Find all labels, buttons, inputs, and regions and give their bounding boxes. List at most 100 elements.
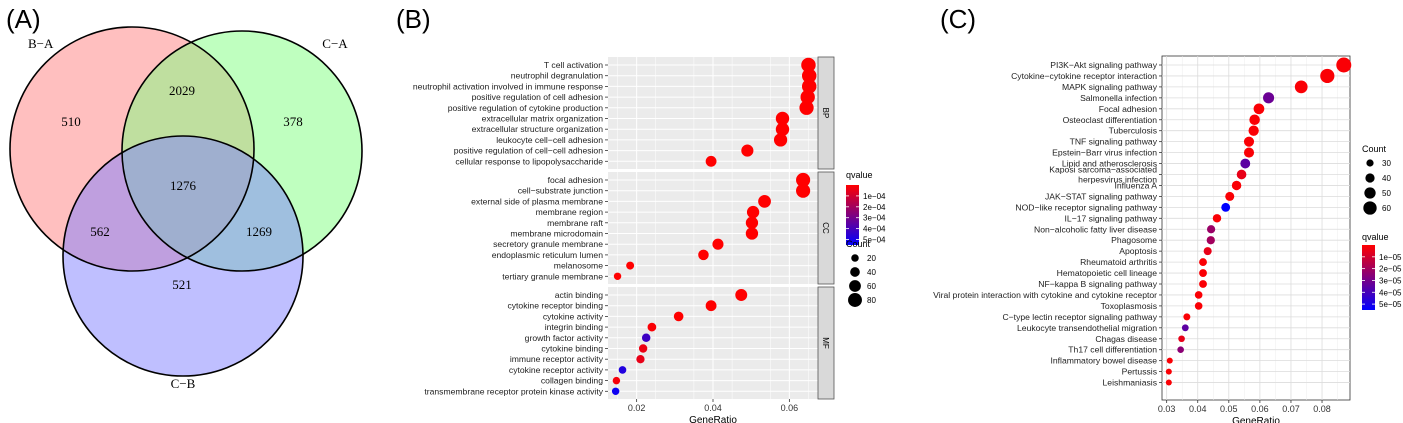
term-dot [801, 57, 816, 73]
venn-outline-c-b [62, 135, 304, 377]
term-dot [796, 172, 811, 188]
colorbar-tick-label: 2e−05 [1379, 265, 1402, 274]
facet-strip-label: BP [821, 108, 830, 119]
term-label: membrane region [536, 207, 604, 217]
term-dot [1177, 346, 1184, 354]
term-label: NF−kappa B signaling pathway [1038, 279, 1157, 289]
term-label: extracellular structure organization [472, 124, 604, 134]
term-dot [775, 122, 790, 136]
facet-strip-label: MF [821, 337, 830, 349]
venn-panel: (A) B−A C−A C−B 510 378 521 2029 562 126… [6, 4, 363, 391]
venn-outline-b-a [9, 26, 255, 272]
term-label: C−type lectin receptor signaling pathway [1002, 312, 1157, 322]
x-tick-label: 0.05 [1220, 404, 1238, 414]
facet-strip [817, 171, 835, 285]
term-dot [1240, 158, 1251, 169]
size-legend-dot [850, 267, 860, 277]
x-tick-label: 0.03 [1158, 404, 1176, 414]
colorbar-tick-label: 5e−05 [1379, 300, 1402, 309]
term-label: extracellular matrix organization [482, 114, 604, 124]
term-label: Pertussis [1122, 367, 1157, 377]
x-tick-label: 0.04 [704, 403, 722, 413]
term-dot [626, 261, 635, 270]
size-legend-dot [1366, 159, 1374, 167]
term-label: cytokine receptor activity [509, 365, 604, 375]
term-label: Kaposi sarcoma−associated herpesvirus inf… [1049, 165, 1157, 185]
term-dot [1165, 368, 1172, 375]
term-label: Lipid and atherosclerosis [1062, 159, 1157, 169]
term-label: leukocyte cell−cell adhesion [496, 135, 603, 145]
venn-region-c-a-c-b: 1269 [246, 224, 272, 239]
venn-outline-c-a [121, 30, 363, 272]
term-dot [1203, 247, 1212, 256]
term-dot [1199, 258, 1207, 267]
venn-set-label-c-b: C−B [171, 376, 196, 391]
size-legend-dot [851, 254, 859, 262]
term-label: T cell activation [544, 60, 603, 70]
size-legend-dot [1363, 201, 1377, 215]
term-label: actin binding [555, 290, 603, 300]
term-dot [758, 195, 771, 208]
colorbar-tick-label: 5e−04 [863, 236, 886, 245]
size-legend-label: 80 [867, 296, 876, 305]
panel-label-c: (C) [940, 4, 976, 34]
term-label: external side of plasma membrane [471, 196, 603, 206]
term-dot [613, 272, 622, 281]
term-dot [1320, 68, 1335, 84]
term-dot [745, 216, 759, 229]
panel-label-b: (B) [396, 4, 431, 34]
term-dot [712, 238, 724, 250]
term-dot [1253, 103, 1265, 115]
size-legend-title: Count [846, 239, 871, 249]
term-dot [647, 322, 657, 332]
x-axis-label: GeneRatio [689, 415, 737, 423]
colorbar-tick-label: 3e−04 [863, 214, 886, 223]
term-dot [1206, 225, 1216, 234]
term-dot [1183, 313, 1191, 321]
term-dot [1263, 92, 1275, 104]
x-tick-label: 0.02 [628, 403, 646, 413]
term-label: integrin binding [545, 322, 604, 332]
term-label: membrane microdomain [510, 229, 603, 239]
term-label: Focal adhesion [1099, 104, 1158, 114]
venn-set-label-c-a: C−A [322, 36, 348, 51]
color-legend-title: qvalue [846, 170, 873, 180]
term-dot [1294, 80, 1308, 94]
term-dot [1236, 169, 1247, 180]
term-dot [638, 344, 648, 353]
term-label: JAK−STAT signaling pathway [1045, 191, 1158, 201]
term-label: collagen binding [541, 376, 603, 386]
term-label: cytokine activity [543, 311, 604, 321]
qvalue-colorbar [846, 185, 859, 245]
term-dot [705, 300, 717, 312]
term-label: Leukocyte transendothelial migration [1017, 323, 1157, 333]
size-legend-label: 50 [1382, 189, 1391, 198]
term-label: neutrophil degranulation [511, 71, 603, 81]
term-label: Phagosome [1111, 235, 1157, 245]
term-dot [1225, 191, 1235, 201]
term-label: immune receptor activity [510, 354, 604, 364]
colorbar-tick-label: 4e−05 [1379, 288, 1402, 297]
term-dot [612, 376, 621, 385]
venn-region-b-a-c-a: 2029 [169, 83, 195, 98]
term-label: IL−17 signaling pathway [1065, 213, 1158, 223]
size-legend-label: 60 [1382, 204, 1391, 213]
term-label: NOD−like receptor signaling pathway [1015, 202, 1157, 212]
term-dot [746, 205, 760, 219]
term-label: tertiary granule membrane [502, 271, 603, 281]
term-dot [801, 68, 817, 83]
term-dot [1336, 57, 1352, 73]
colorbar-tick-label: 1e−05 [1379, 253, 1402, 262]
term-label: Hematopoietic cell lineage [1057, 268, 1158, 278]
facet-strip [817, 56, 835, 170]
term-dot [1231, 180, 1242, 191]
term-label: Influenza A [1114, 180, 1157, 190]
term-label: cytokine receptor binding [507, 301, 603, 311]
term-label: melanosome [554, 261, 603, 271]
term-label: cellular response to lipopolysaccharide [455, 156, 603, 166]
size-legend-dot [848, 293, 862, 307]
